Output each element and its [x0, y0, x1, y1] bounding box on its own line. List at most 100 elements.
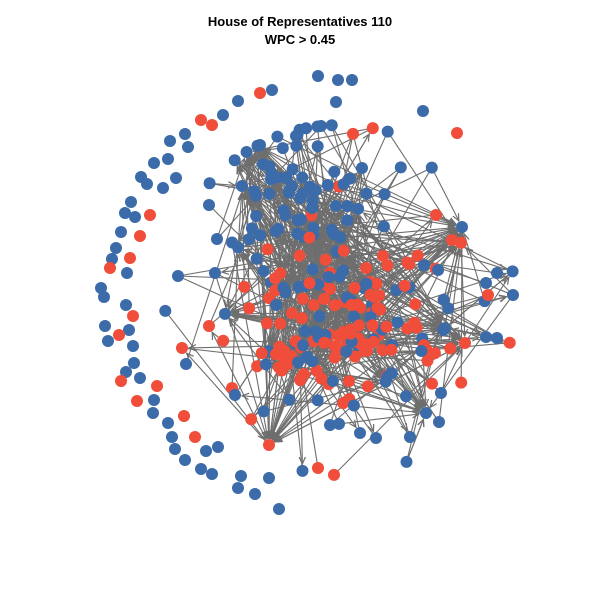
node-blue	[236, 180, 248, 192]
node-blue	[491, 332, 503, 344]
node-red	[254, 87, 266, 99]
node-blue	[271, 130, 284, 143]
node-red	[381, 259, 394, 272]
node-blue	[179, 128, 191, 140]
node-red	[328, 351, 341, 364]
directed-edge	[242, 396, 427, 414]
node-red	[293, 249, 306, 262]
node-red	[318, 336, 331, 349]
node-red	[178, 410, 190, 422]
node-red	[446, 234, 458, 246]
node-blue	[157, 182, 169, 194]
node-blue	[250, 189, 262, 202]
node-blue	[125, 196, 137, 208]
node-red	[303, 231, 316, 244]
node-blue	[195, 463, 207, 475]
node-red	[347, 127, 359, 140]
node-red	[303, 277, 316, 290]
node-blue	[279, 209, 292, 222]
node-blue	[212, 441, 224, 453]
chart-title-line-2: WPC > 0.45	[265, 32, 335, 47]
node-blue	[337, 178, 350, 191]
node-blue	[250, 252, 263, 265]
node-blue	[356, 162, 368, 174]
node-blue	[266, 84, 278, 96]
node-blue	[438, 322, 451, 335]
node-blue	[159, 304, 172, 317]
directed-edge	[212, 332, 270, 446]
node-blue	[308, 184, 321, 197]
node-blue	[263, 187, 276, 200]
node-blue	[404, 431, 416, 443]
node-red	[409, 298, 422, 311]
node-blue	[283, 393, 296, 406]
node-blue	[420, 407, 432, 419]
node-blue	[291, 214, 304, 226]
node-red	[328, 468, 340, 481]
node-blue	[330, 96, 342, 108]
node-red	[430, 209, 442, 221]
node-blue	[119, 207, 131, 219]
node-red	[274, 317, 287, 330]
node-red	[278, 353, 291, 366]
node-blue	[292, 356, 304, 369]
node-red	[366, 122, 379, 135]
directed-edge	[466, 248, 514, 296]
directed-edge	[241, 185, 506, 269]
node-red	[238, 280, 251, 293]
node-blue	[110, 242, 122, 254]
node-blue	[315, 120, 327, 132]
node-blue	[260, 358, 272, 371]
chart-title-line-1: House of Representatives 110	[208, 14, 392, 29]
node-blue	[400, 390, 412, 403]
node-red	[318, 293, 331, 305]
node-blue	[312, 278, 325, 291]
directed-edge	[324, 372, 386, 383]
node-blue	[148, 157, 160, 169]
node-blue	[99, 320, 111, 332]
node-red	[337, 244, 350, 257]
node-red	[410, 321, 423, 334]
node-blue	[250, 210, 263, 222]
directed-edge	[464, 277, 509, 344]
node-blue	[298, 325, 311, 338]
node-blue	[391, 316, 404, 329]
node-red	[297, 368, 310, 381]
node-blue	[164, 135, 176, 147]
node-blue	[417, 105, 429, 117]
node-blue	[134, 372, 146, 384]
node-blue	[203, 177, 216, 190]
node-red	[251, 360, 264, 373]
node-blue	[209, 267, 221, 279]
node-blue	[415, 345, 428, 357]
directed-edge	[381, 248, 456, 330]
node-red	[324, 282, 336, 295]
node-red	[151, 380, 163, 392]
node-blue	[480, 331, 492, 343]
node-blue	[235, 470, 247, 482]
node-blue	[377, 220, 390, 233]
node-red	[296, 292, 309, 305]
node-red	[124, 252, 136, 264]
directed-edge	[409, 250, 459, 438]
node-blue	[120, 299, 132, 311]
node-blue	[206, 468, 218, 480]
node-blue	[232, 241, 245, 254]
node-blue	[333, 270, 346, 283]
node-red	[127, 310, 139, 322]
node-blue	[123, 324, 135, 336]
node-blue	[425, 161, 438, 174]
node-blue	[321, 179, 334, 191]
node-blue	[378, 188, 391, 201]
node-blue	[211, 233, 223, 245]
node-blue	[263, 160, 276, 173]
node-blue	[311, 140, 324, 153]
node-blue	[129, 211, 141, 223]
node-blue	[200, 445, 212, 457]
node-blue	[148, 394, 160, 406]
node-red	[332, 329, 345, 342]
node-red	[451, 127, 463, 139]
directed-edge	[304, 235, 439, 271]
node-red	[345, 298, 358, 311]
